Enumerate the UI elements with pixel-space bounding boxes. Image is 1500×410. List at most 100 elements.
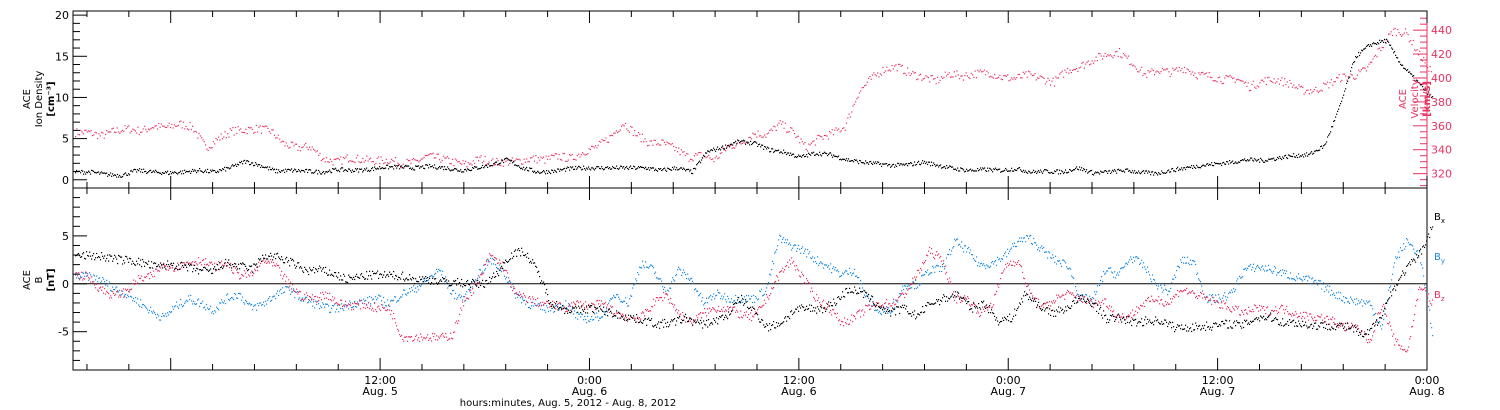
bz-series-point xyxy=(469,290,471,292)
by-series-point xyxy=(689,279,691,281)
density-series-point xyxy=(892,164,894,166)
density-series-point xyxy=(686,169,688,171)
density-series-point xyxy=(1345,88,1347,90)
bz-series-point xyxy=(933,256,935,258)
by-series-point xyxy=(592,319,594,321)
density-series-point xyxy=(265,166,267,168)
density-series-point xyxy=(777,150,779,152)
by-series-point xyxy=(572,308,574,310)
density-series-point xyxy=(1317,150,1319,152)
bz-series-point xyxy=(211,261,213,263)
velocity-series-point xyxy=(975,77,978,79)
bz-series-point xyxy=(558,302,560,305)
density-series-point xyxy=(1209,163,1211,165)
density-series-point xyxy=(1407,69,1409,71)
density-series-point xyxy=(963,169,965,171)
density-series-point xyxy=(956,169,958,171)
by-series-point xyxy=(235,294,237,296)
velocity-series-point xyxy=(1089,64,1091,66)
by-series-point xyxy=(1146,271,1148,273)
density-series-point xyxy=(1139,172,1141,174)
by-series-point xyxy=(529,306,531,308)
velocity-series-point xyxy=(290,141,292,143)
bz-series-point xyxy=(796,265,798,267)
velocity-series-point xyxy=(801,141,803,143)
by-series-point xyxy=(824,264,826,266)
density-series-point xyxy=(561,169,563,171)
by-series-point xyxy=(1178,265,1180,268)
density-series xyxy=(75,38,1434,178)
density-series-point xyxy=(1287,157,1289,160)
density-series-point xyxy=(1140,173,1142,175)
by-series-point xyxy=(514,293,516,295)
bz-series-point xyxy=(685,321,687,323)
density-series-point xyxy=(382,167,384,169)
velocity-series-point xyxy=(774,126,776,128)
bz-series-point xyxy=(883,306,885,308)
density-series-point xyxy=(85,173,87,175)
density-series-point xyxy=(758,144,760,146)
by-series-point xyxy=(81,276,83,278)
density-series-point xyxy=(1419,82,1421,84)
by-series-point xyxy=(895,299,897,301)
bz-series-point xyxy=(384,307,386,309)
by-series-point xyxy=(614,296,616,298)
bz-series-point xyxy=(309,296,311,298)
bz-series-point xyxy=(180,268,182,270)
velocity-series-point xyxy=(266,125,268,128)
velocity-series-point xyxy=(146,131,148,133)
by-series-point xyxy=(783,237,785,239)
density-series-point xyxy=(518,165,520,167)
density-series-point xyxy=(778,149,780,151)
density-series-point xyxy=(271,169,273,171)
density-series-point xyxy=(861,162,863,164)
by-series-point xyxy=(1277,272,1279,274)
velocity-series-point xyxy=(934,78,936,80)
by-series-point xyxy=(1182,256,1184,258)
bz-series-point xyxy=(914,276,916,278)
bz-series-point xyxy=(792,262,794,264)
by-series-point xyxy=(188,295,190,297)
bz-series-point xyxy=(607,304,609,306)
density-series-point xyxy=(1417,80,1419,82)
bottom-panel-series xyxy=(75,226,1434,353)
by-series-point xyxy=(1046,251,1048,253)
by-series-point xyxy=(1360,301,1362,303)
bz-series-point xyxy=(932,253,934,255)
by-series-point xyxy=(1317,284,1319,286)
by-series-point xyxy=(137,298,139,300)
bz-series-point xyxy=(315,295,317,298)
bz-series-point xyxy=(661,296,663,299)
bz-series-point xyxy=(358,304,360,306)
bz-series-point xyxy=(995,293,997,295)
bz-series-point xyxy=(400,335,402,337)
velocity-series-point xyxy=(1173,69,1175,71)
bz-series-point xyxy=(993,304,995,306)
density-series-point xyxy=(1382,40,1384,42)
density-series-point xyxy=(597,166,599,168)
density-series-point xyxy=(699,160,701,162)
by-series-point xyxy=(679,268,681,270)
density-series-point xyxy=(547,172,549,174)
density-series-point xyxy=(134,168,136,170)
bz-series-point xyxy=(532,296,534,298)
bz-series-point xyxy=(373,310,375,312)
bz-series-point xyxy=(146,275,148,277)
by-series-point xyxy=(97,281,99,283)
density-series-point xyxy=(258,164,260,166)
density-series-point xyxy=(879,163,881,165)
by-series-point xyxy=(1389,287,1391,289)
density-series-point xyxy=(318,169,320,172)
density-series-point xyxy=(223,168,225,170)
density-series-point xyxy=(669,168,671,170)
density-series-point xyxy=(704,155,706,158)
density-series-point xyxy=(463,171,465,173)
bz-series-point xyxy=(721,308,723,310)
density-series-point xyxy=(716,148,718,150)
density-series-point xyxy=(311,172,313,174)
by-series-point xyxy=(798,244,800,247)
by-series-point xyxy=(757,299,759,301)
by-series-point xyxy=(971,254,973,256)
by-series-point xyxy=(436,268,438,270)
